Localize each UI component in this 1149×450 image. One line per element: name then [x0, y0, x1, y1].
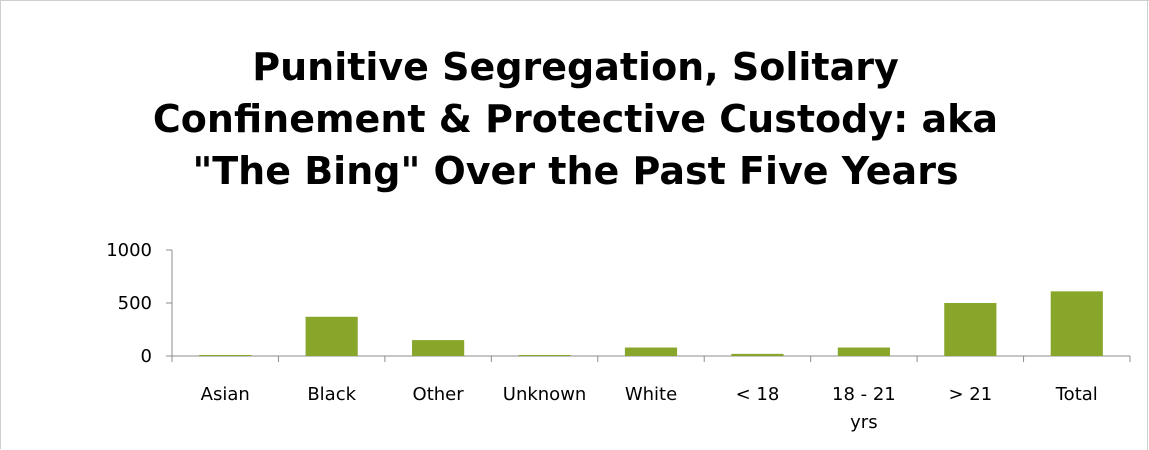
bar	[837, 347, 890, 356]
bar	[412, 340, 465, 356]
bar	[731, 353, 784, 356]
bar	[1050, 291, 1103, 356]
x-tick-label: Other	[413, 384, 465, 405]
x-tick-labels: Asian Black Other Unknown White < 18 18 - 21 yr…	[201, 384, 1098, 433]
y-axis: 0 500 1000	[106, 240, 173, 367]
x-tick-label: Unknown	[503, 384, 587, 405]
x-tick-label: White	[625, 384, 677, 405]
x-tick-label: yrs	[850, 412, 877, 433]
bar-series	[199, 291, 1103, 356]
chart-title-line-1: Punitive Segregation, Solitary	[252, 45, 899, 89]
bar	[944, 303, 997, 356]
bar	[305, 316, 358, 356]
bar	[199, 355, 252, 356]
x-tick-label: Total	[1055, 384, 1098, 405]
chart-title-line-2: Confinement & Protective Custody: aka	[152, 97, 999, 141]
x-tick-label: > 21	[948, 384, 992, 405]
x-tick-label: Black	[307, 384, 356, 405]
x-axis	[171, 355, 1131, 362]
y-tick-label: 0	[141, 346, 152, 367]
chart-title: Punitive Segregation, Solitary Confineme…	[1, 41, 1149, 197]
y-tick-label: 1000	[106, 240, 152, 261]
x-tick-label: 18 - 21	[832, 384, 896, 405]
bar	[624, 347, 678, 356]
chart-title-line-3: "The Bing" Over the Past Five Years	[192, 149, 959, 193]
x-tick-label: Asian	[201, 384, 250, 405]
y-tick-label: 500	[118, 293, 152, 314]
bar	[518, 355, 571, 356]
x-tick-label: < 18	[736, 384, 780, 405]
